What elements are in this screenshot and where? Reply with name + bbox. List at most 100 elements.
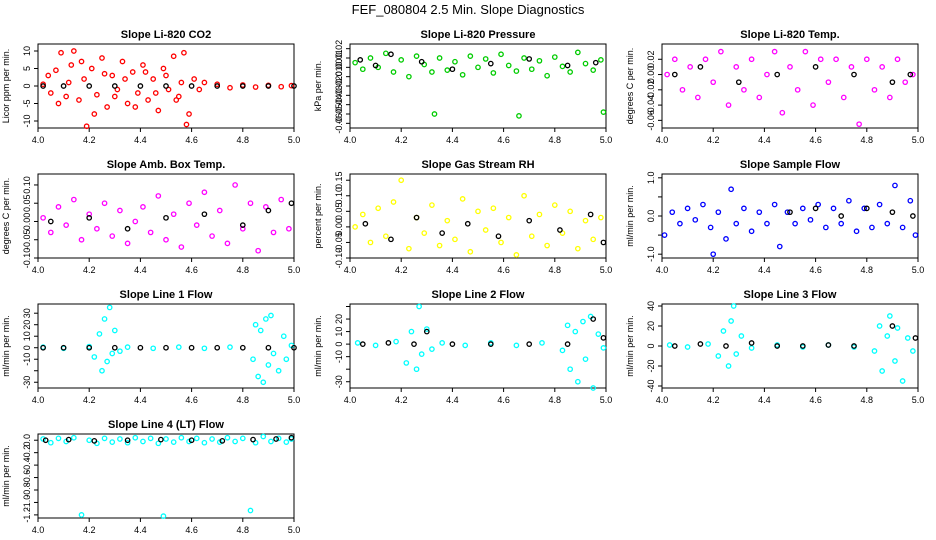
data-point (694, 94, 701, 101)
data-point (661, 232, 668, 238)
data-point (268, 438, 274, 445)
plot-frame (349, 43, 607, 129)
y-tick-label: -0.04 (646, 95, 656, 116)
data-point (132, 218, 139, 225)
data-point (884, 220, 891, 227)
y-axis-label: Licor ppm per min. (1, 49, 11, 124)
data-point (142, 69, 149, 75)
y-axis-label: percent per min. (313, 183, 323, 248)
data-point (715, 209, 722, 216)
x-tick-label: 4.8 (237, 395, 250, 405)
data-point (830, 205, 837, 212)
data-point (382, 50, 389, 57)
data-point (191, 76, 198, 82)
y-tick-label: 5 (22, 66, 32, 71)
data-point (884, 333, 891, 339)
overlay-point (137, 344, 144, 351)
data-point (771, 48, 778, 55)
data-point (58, 49, 64, 56)
data-point (799, 205, 806, 212)
data-point (178, 434, 185, 441)
data-point (232, 438, 238, 445)
y-tick-label: 0.10 (22, 176, 32, 194)
y-tick-label: 10 (334, 327, 344, 337)
x-tick-label: 5.0 (600, 265, 613, 275)
y-tick-label: 0.05 (22, 194, 32, 212)
data-point (122, 76, 128, 82)
data-point (574, 49, 581, 56)
overlay-point (889, 323, 896, 329)
data-point (418, 351, 425, 357)
data-point (779, 109, 786, 116)
data-point (224, 434, 231, 441)
x-tick-label: 5.0 (912, 265, 925, 275)
data-point (63, 222, 70, 228)
x-tick-label: 4.4 (446, 135, 459, 145)
data-point (132, 434, 139, 441)
overlay-point (825, 342, 832, 348)
data-point (255, 373, 262, 380)
overlay-point (774, 343, 781, 349)
overlay-point (47, 218, 54, 225)
data-point (684, 205, 691, 212)
data-point (186, 111, 192, 117)
y-tick-label: -0.6 (22, 470, 32, 486)
overlay-point (590, 316, 597, 322)
overlay-point (487, 341, 494, 347)
data-point (771, 201, 778, 208)
data-point (490, 70, 497, 76)
overlay-point (526, 56, 533, 62)
data-point (390, 199, 397, 205)
x-tick-label: 4.8 (549, 395, 562, 405)
data-point (439, 340, 446, 346)
x-tick-label: 4.8 (861, 265, 874, 275)
x-tick-label: 4.6 (809, 135, 822, 145)
data-point (728, 186, 734, 193)
data-point (403, 360, 410, 366)
data-point (278, 196, 285, 203)
data-point (150, 345, 157, 352)
y-tick-label: 0.00 (22, 213, 32, 231)
data-point (91, 111, 98, 117)
data-point (429, 202, 435, 208)
data-point (702, 56, 709, 63)
overlay-point (111, 83, 118, 89)
x-tick-label: 4.6 (809, 395, 822, 405)
panel-title: Slope Amb. Box Temp. (107, 159, 226, 171)
y-axis-label: ml/min per min. (625, 185, 635, 247)
x-tick-label: 4.2 (83, 135, 96, 145)
data-point (270, 350, 277, 357)
data-point (807, 216, 814, 223)
data-point (853, 228, 860, 235)
y-tick-label: 10 (22, 46, 32, 56)
data-point (70, 196, 77, 203)
data-point (664, 71, 670, 78)
data-point (140, 62, 146, 68)
data-point (505, 214, 512, 221)
data-point (482, 227, 489, 233)
data-point (490, 205, 497, 212)
x-tick-label: 4.2 (83, 395, 96, 405)
x-tick-label: 4.0 (344, 135, 357, 145)
y-tick-label: -0.2 (22, 445, 32, 461)
data-point (817, 56, 824, 63)
overlay-point (910, 213, 916, 219)
x-tick-label: 4.8 (549, 265, 562, 275)
data-point (459, 71, 466, 78)
overlay-point (851, 343, 857, 349)
y-tick-label: 0.01 (334, 49, 344, 67)
data-point (738, 333, 745, 339)
data-point (904, 335, 911, 341)
y-tick-label: -0.03 (334, 85, 344, 106)
data-point (452, 236, 458, 243)
data-point (227, 344, 233, 351)
overlay-point (60, 344, 67, 351)
x-tick-label: 4.8 (237, 525, 250, 535)
data-point (140, 204, 146, 210)
data-point (239, 225, 246, 232)
data-point (582, 60, 589, 67)
data-point (429, 69, 435, 75)
data-point (94, 91, 100, 98)
data-point (436, 242, 443, 249)
x-tick-label: 4.0 (32, 395, 45, 405)
